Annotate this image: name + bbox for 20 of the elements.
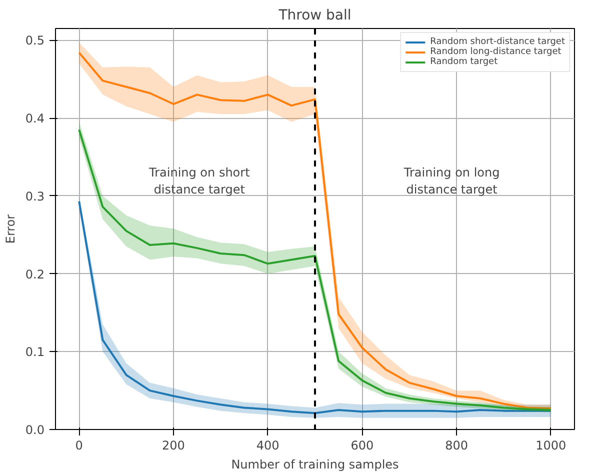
x-tick-label: 0 [75,438,83,452]
legend-label: Random long-distance target [430,47,562,57]
x-tick-label: 1000 [536,438,566,452]
x-tick-label: 400 [256,438,280,452]
y-tick-label: 0.4 [25,112,45,126]
y-tick-label: 0.1 [25,345,45,360]
annotation: Training on long distance target [402,165,500,196]
x-tick-label: 200 [162,438,185,452]
y-tick-label: 0.5 [25,34,45,48]
annotation: Training on short distance target [148,165,250,196]
y-tick-label: 0.0 [25,423,45,437]
legend-label: Random short-distance target [430,37,565,47]
x-tick-label: 600 [350,438,374,452]
x-axis-title: Number of training samples [231,458,399,472]
y-axis-title: Error [3,214,18,244]
chart-title: Throw ball [278,8,352,24]
legend-label: Random target [430,57,498,67]
y-tick-label: 0.2 [25,267,45,282]
x-tick-label: 800 [445,438,468,452]
y-tick-label: 0.3 [25,189,45,204]
